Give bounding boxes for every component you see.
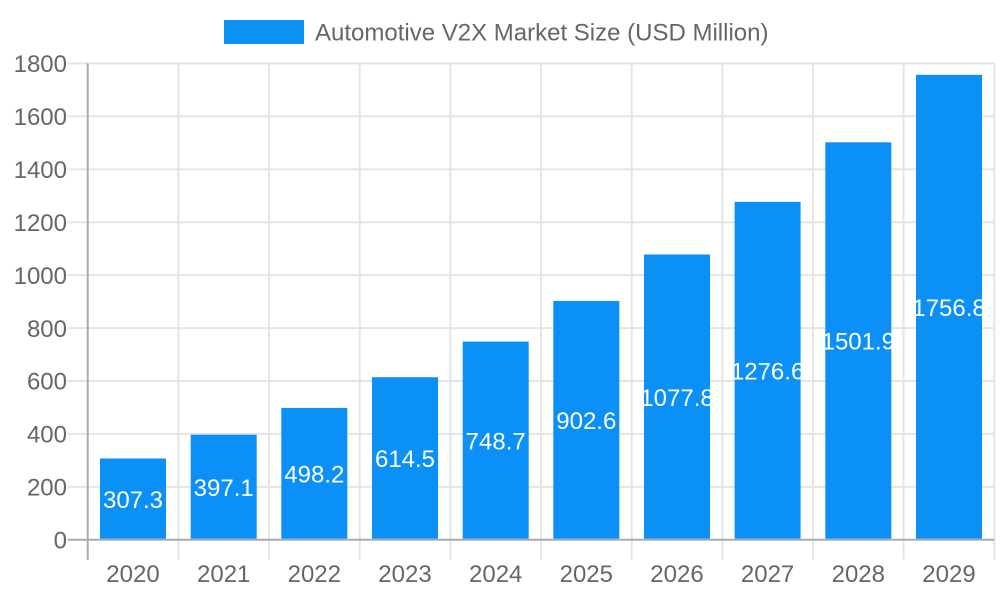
svg-text:1800: 1800 [14, 51, 67, 78]
svg-text:498.2: 498.2 [284, 462, 344, 489]
svg-text:2024: 2024 [469, 561, 522, 588]
svg-text:748.7: 748.7 [466, 428, 526, 455]
svg-text:1756.8: 1756.8 [912, 295, 985, 322]
svg-text:2021: 2021 [197, 561, 250, 588]
svg-text:1400: 1400 [14, 157, 67, 184]
svg-text:1501.9: 1501.9 [822, 329, 895, 356]
svg-text:2025: 2025 [560, 561, 613, 588]
svg-text:1600: 1600 [14, 104, 67, 131]
svg-text:1200: 1200 [14, 210, 67, 237]
svg-text:2027: 2027 [741, 561, 794, 588]
svg-text:2029: 2029 [922, 561, 975, 588]
svg-text:0: 0 [54, 528, 67, 555]
svg-text:2028: 2028 [832, 561, 885, 588]
svg-text:400: 400 [27, 422, 67, 449]
svg-text:902.6: 902.6 [556, 408, 616, 435]
svg-text:Automotive V2X Market Size (US: Automotive V2X Market Size (USD Million) [315, 20, 768, 47]
svg-text:2026: 2026 [650, 561, 703, 588]
svg-text:307.3: 307.3 [103, 487, 163, 514]
svg-text:2020: 2020 [106, 561, 159, 588]
svg-text:200: 200 [27, 475, 67, 502]
svg-text:1077.8: 1077.8 [640, 385, 713, 412]
svg-text:397.1: 397.1 [194, 475, 254, 502]
svg-text:1000: 1000 [14, 263, 67, 290]
svg-text:2022: 2022 [288, 561, 341, 588]
svg-text:800: 800 [27, 316, 67, 343]
svg-text:1276.6: 1276.6 [731, 359, 804, 386]
svg-text:614.5: 614.5 [375, 446, 435, 473]
svg-text:2023: 2023 [378, 561, 431, 588]
svg-text:600: 600 [27, 369, 67, 396]
